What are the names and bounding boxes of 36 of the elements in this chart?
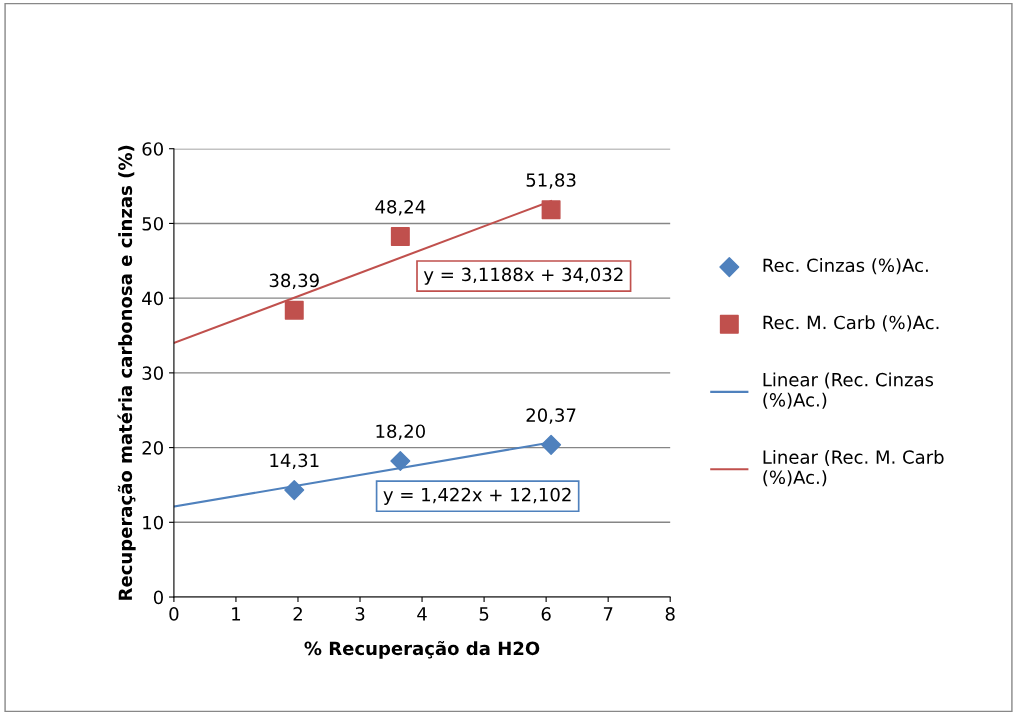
y-tick-label: 30 (142, 366, 163, 380)
x-tick-label: 1 (232, 607, 241, 621)
y-tick-label: 60 (142, 142, 163, 156)
y-tick-label: 20 (142, 441, 163, 455)
x-tick-label: 5 (479, 607, 489, 621)
data-label: 18,20 (376, 424, 425, 440)
x-tick-label: 3 (355, 607, 365, 621)
point (284, 300, 304, 320)
legend-label: Rec. M. Carb (%)Ac. (763, 315, 939, 332)
x-axis-title: % Recuperação da H2O (304, 640, 540, 659)
x-tick-label: 6 (541, 607, 551, 621)
legend-label: Linear (Rec. Cinzas (%)Ac.) (763, 372, 934, 409)
x-tick-label: 4 (417, 607, 427, 621)
legend-label: Rec. Cinzas (%)Ac. (763, 258, 928, 275)
point (541, 434, 562, 455)
annotation: y = 3,1188x + 34,032 (423, 267, 623, 285)
data-label: 14,31 (270, 453, 319, 469)
point (390, 451, 411, 472)
legend-label: Linear (Rec. M. Carb (%)Ac.) (763, 449, 944, 487)
point (541, 200, 561, 220)
data-label: 38,39 (269, 273, 319, 290)
x-tick-label: 7 (603, 607, 613, 621)
y-tick-label: 50 (142, 216, 163, 231)
point (284, 480, 305, 501)
data-label: 20,37 (526, 408, 576, 424)
y-tick-label: 0 (153, 590, 163, 605)
x-tick-label: 2 (293, 607, 302, 621)
y-tick-label: 40 (142, 291, 163, 306)
annotation: y = 1,422x + 12,102 (383, 487, 571, 505)
y-tick-label: 10 (143, 515, 163, 530)
point (390, 227, 410, 247)
y-axis-title: Recuperação matéria carbonosa e cinzas (%) (117, 145, 136, 600)
x-tick-label: 8 (665, 607, 675, 621)
data-label: 48,24 (375, 199, 426, 216)
x-tick-label: 0 (169, 607, 179, 621)
data-label: 51,83 (526, 173, 576, 189)
